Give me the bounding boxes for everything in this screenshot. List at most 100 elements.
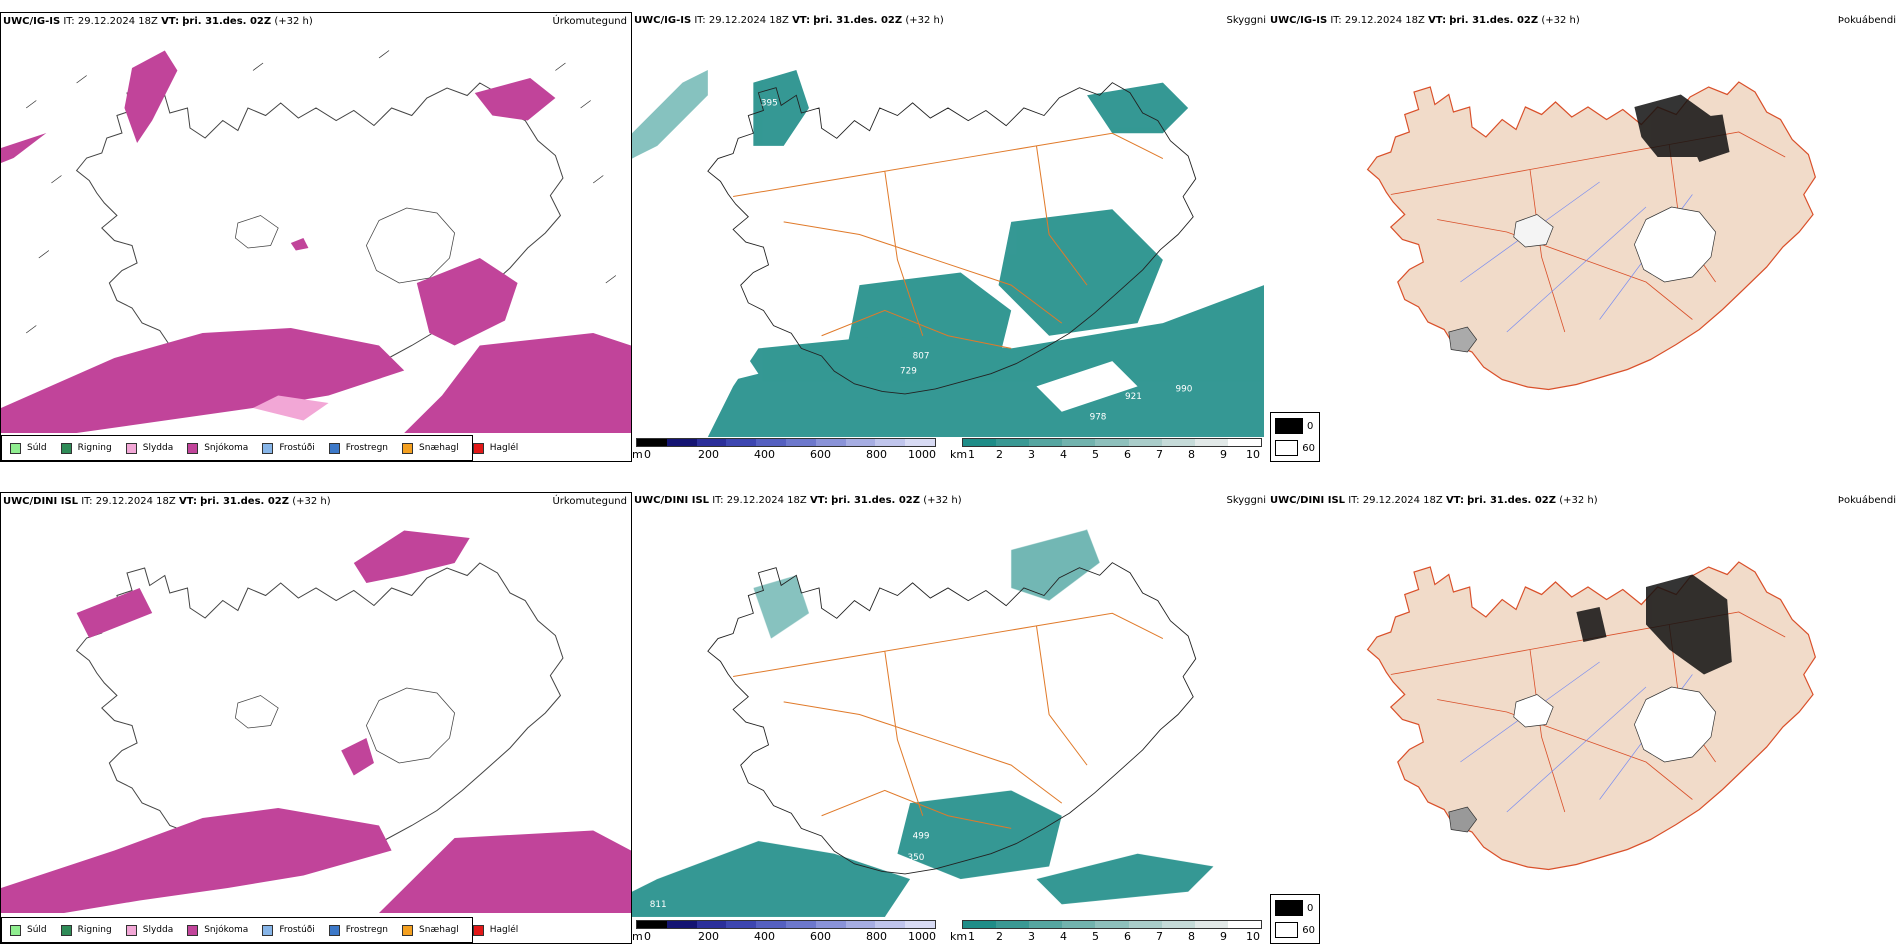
precip-map (1, 513, 631, 913)
scale-tick: 9 (1220, 930, 1227, 943)
scale-tick: 1000 (908, 930, 936, 943)
scale-tick: 2 (996, 930, 1003, 943)
panel-title: Skyggni (1226, 15, 1266, 26)
scale-tick: 800 (866, 930, 887, 943)
legend-item-sudl: Súld (10, 924, 47, 936)
legend-item-frostudi: Frostúði (262, 442, 315, 454)
legend-item-slydda: Slydda (125, 442, 173, 454)
scale-tick: 10 (1246, 930, 1260, 943)
scale-tick: 8 (1188, 448, 1195, 461)
scale-tick: 400 (754, 448, 775, 461)
number-label: 395 (761, 98, 778, 108)
precip-legend: Súld Rigning Slydda Snjókoma Frostúði Fr… (1, 435, 518, 461)
swatch (125, 442, 137, 454)
number-label: 499 (913, 832, 930, 842)
number-label: 807 (913, 352, 930, 362)
panel-header: UWC/DINI ISL IT: 29.12.2024 18Z VT: þri.… (1270, 495, 1598, 506)
panel-header: UWC/IG-IS IT: 29.12.2024 18Z VT: þri. 31… (634, 15, 944, 26)
scale-tick: 1 (968, 448, 975, 461)
elevation-scale: m 0 200 400 600 800 1000 (632, 438, 936, 461)
scale-tick: 4 (1060, 448, 1067, 461)
legend-item-hagel: Haglél (472, 924, 518, 936)
swatch (187, 924, 199, 936)
legend-item-frostudi: Frostúði (262, 924, 315, 936)
number-label: 729 (900, 367, 917, 377)
scale-tick: 2 (996, 448, 1003, 461)
scale-unit: m (632, 930, 643, 943)
visibility-map: 395 807 729 921 990 978 (632, 32, 1264, 437)
scale-tick: 5 (1092, 448, 1099, 461)
legend-item-rigning: Rigning (60, 442, 112, 454)
scale-tick: 600 (810, 930, 831, 943)
swatch (328, 442, 340, 454)
swatch (328, 924, 340, 936)
panel-fog-row1: UWC/IG-IS IT: 29.12.2024 18Z VT: þri. 31… (1268, 12, 1900, 462)
number-label: 921 (1125, 392, 1142, 402)
panel-title: Úrkomutegund (552, 496, 627, 507)
scale-tick: 7 (1156, 930, 1163, 943)
precip-legend: Súld Rigning Slydda Snjókoma Frostúði Fr… (1, 917, 518, 943)
scale-tick: 1000 (908, 448, 936, 461)
legend-item-slydda: Slydda (125, 924, 173, 936)
fog-map (1298, 512, 1878, 912)
scale-tick: 0 (644, 448, 651, 461)
number-label: 990 (1176, 384, 1193, 394)
legend-item-rigning: Rigning (60, 924, 112, 936)
scale-tick: 9 (1220, 448, 1227, 461)
panel-visibility-row1: UWC/IG-IS IT: 29.12.2024 18Z VT: þri. 31… (632, 12, 1270, 462)
legend-item-sudl: Súld (10, 442, 47, 454)
panel-fog-row2: UWC/DINI ISL IT: 29.12.2024 18Z VT: þri.… (1268, 492, 1900, 944)
legend-item-snaehagl: Snæhagl (402, 924, 459, 936)
precip-map (1, 33, 631, 433)
elevation-scale: m 0 200 400 600 800 1000 (632, 920, 936, 943)
panel-header: UWC/DINI ISL IT: 29.12.2024 18Z VT: þri.… (3, 496, 331, 507)
scale-tick: 7 (1156, 448, 1163, 461)
scale-tick: 600 (810, 448, 831, 461)
legend-item-snjokoma: Snjókoma (187, 442, 248, 454)
panel-title: Skyggni (1226, 495, 1266, 506)
panel-precip-row2: UWC/DINI ISL IT: 29.12.2024 18Z VT: þri.… (0, 492, 632, 944)
scale-tick: 200 (698, 448, 719, 461)
scale-tick: 5 (1092, 930, 1099, 943)
swatch (472, 924, 484, 936)
scale-unit: km (950, 930, 968, 943)
panel-title: Þokuábendi (1837, 15, 1896, 26)
panel-header: UWC/DINI ISL IT: 29.12.2024 18Z VT: þri.… (634, 495, 962, 506)
fog-legend: 0 60 (1270, 412, 1320, 462)
scale-tick: 400 (754, 930, 775, 943)
fog-legend: 0 60 (1270, 894, 1320, 944)
swatch (402, 924, 414, 936)
panel-header: UWC/IG-IS IT: 29.12.2024 18Z VT: þri. 31… (1270, 15, 1580, 26)
panel-visibility-row2: UWC/DINI ISL IT: 29.12.2024 18Z VT: þri.… (632, 492, 1270, 944)
legend-item-frostregn: Frostregn (328, 924, 388, 936)
swatch (60, 924, 72, 936)
legend-item-hagel: Haglél (472, 442, 518, 454)
scale-tick: 6 (1124, 448, 1131, 461)
panel-header: UWC/IG-IS IT: 29.12.2024 18Z VT: þri. 31… (3, 16, 313, 27)
swatch (10, 924, 21, 936)
legend-item-snaehagl: Snæhagl (402, 442, 459, 454)
swatch (60, 442, 72, 454)
panel-title: Úrkomutegund (552, 16, 627, 27)
panel-title: Þokuábendi (1837, 495, 1896, 506)
scale-tick: 800 (866, 448, 887, 461)
legend-item-frostregn: Frostregn (328, 442, 388, 454)
panel-precip-row1: UWC/IG-IS IT: 29.12.2024 18Z VT: þri. 31… (0, 12, 632, 462)
fog-map (1298, 32, 1878, 432)
scale-tick: 4 (1060, 930, 1067, 943)
scale-tick: 10 (1246, 448, 1260, 461)
scale-tick: 200 (698, 930, 719, 943)
swatch (402, 442, 414, 454)
swatch (262, 442, 274, 454)
visibility-scale: km 1 2 3 4 5 6 7 8 9 10 (950, 920, 1262, 943)
visibility-scale: km 1 2 3 4 5 6 7 8 9 10 (950, 438, 1262, 461)
swatch (187, 442, 199, 454)
number-label: 978 (1090, 412, 1107, 422)
number-label: 350 (908, 853, 925, 863)
scale-unit: m (632, 448, 643, 461)
legend-item-snjokoma: Snjókoma (187, 924, 248, 936)
visibility-map: 499 350 811 (632, 512, 1264, 917)
swatch (10, 442, 21, 454)
scale-tick: 6 (1124, 930, 1131, 943)
scale-tick: 0 (644, 930, 651, 943)
